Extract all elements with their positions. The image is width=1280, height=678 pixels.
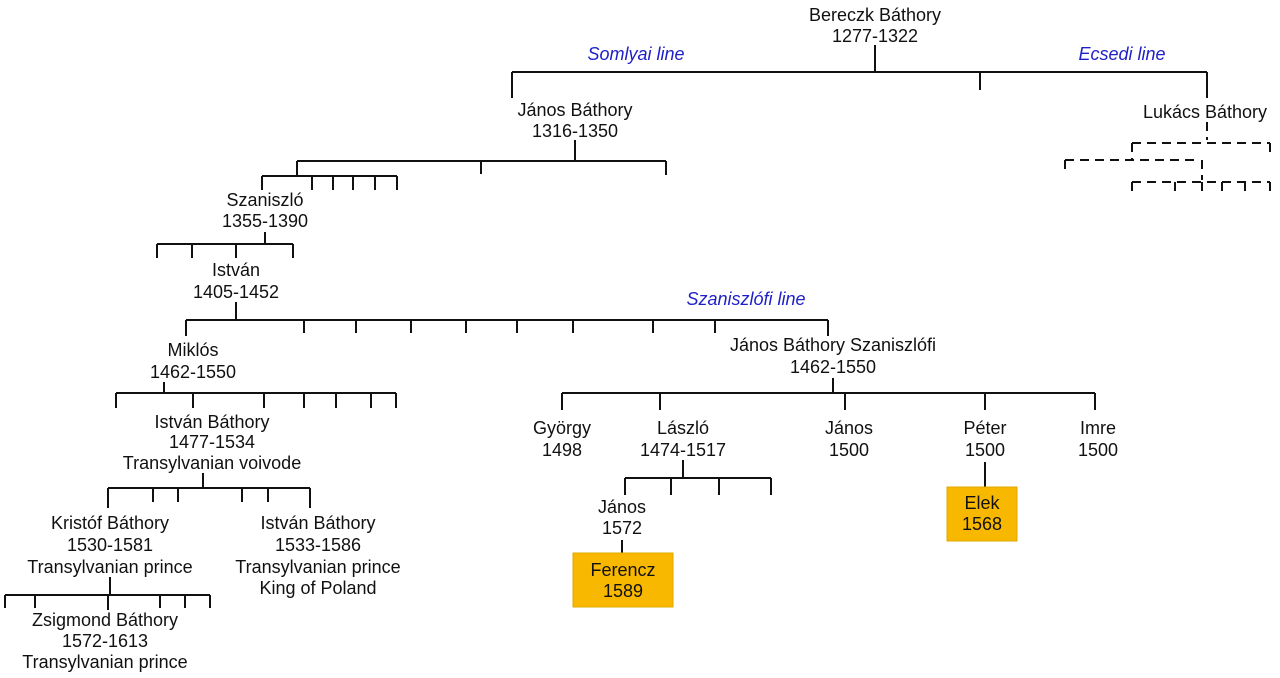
person-name: János: [598, 497, 646, 517]
person-dates: 1530-1581: [67, 535, 153, 555]
person-dates: 1355-1390: [222, 211, 308, 231]
person-dates: 1500: [829, 440, 869, 460]
person-title: Transylvanian prince: [27, 557, 192, 577]
person-name: János: [825, 418, 873, 438]
person-title: Transylvanian prince: [235, 557, 400, 577]
person-dates: 1500: [965, 440, 1005, 460]
person-dates: 1462-1550: [790, 357, 876, 377]
person-name: Zsigmond Báthory: [32, 610, 178, 630]
person-dates: 1572: [602, 518, 642, 538]
person-dates: 1474-1517: [640, 440, 726, 460]
person-title: King of Poland: [259, 578, 376, 598]
person-name: Szaniszló: [226, 190, 303, 210]
person-dates: 1568: [962, 514, 1002, 534]
person-name: Imre: [1080, 418, 1116, 438]
somlyai-line-label: Somlyai line: [587, 44, 684, 64]
person-dates: 1500: [1078, 440, 1118, 460]
person-name: Kristóf Báthory: [51, 513, 169, 533]
ecsedi-line-label: Ecsedi line: [1078, 44, 1165, 64]
person-dates: 1277-1322: [832, 26, 918, 46]
person-name: Miklós: [167, 340, 218, 360]
person-dates: 1477-1534: [169, 432, 255, 452]
person-dates: 1316-1350: [532, 121, 618, 141]
person-dates: 1533-1586: [275, 535, 361, 555]
connectors: [4, 45, 1271, 610]
person-name: Lukács Báthory: [1143, 102, 1267, 122]
person-title: Transylvanian prince: [22, 652, 187, 672]
person-name: István Báthory: [260, 513, 375, 533]
person-dates: 1589: [603, 581, 643, 601]
person-name: Bereczk Báthory: [809, 5, 941, 25]
person-dates: 1498: [542, 440, 582, 460]
person-name: János Báthory Szaniszlófi: [730, 335, 936, 355]
person-dates: 1405-1452: [193, 282, 279, 302]
person-dates: 1572-1613: [62, 631, 148, 651]
person-name: Elek: [964, 493, 1000, 513]
person-name: István: [212, 260, 260, 280]
elek-highlight-box: [946, 486, 1018, 542]
person-title: Transylvanian voivode: [123, 453, 301, 473]
person-lukacs: Lukács Báthory: [1143, 102, 1267, 122]
person-dates: 1462-1550: [150, 362, 236, 382]
person-name: János Báthory: [517, 100, 632, 120]
person-name: István Báthory: [154, 412, 269, 432]
person-name: Péter: [963, 418, 1006, 438]
ferencz-highlight-box: [572, 552, 674, 608]
szaniszlofi-line-label: Szaniszlófi line: [686, 289, 805, 309]
person-name: Ferencz: [590, 560, 655, 580]
person-name: László: [657, 418, 709, 438]
person-name: György: [533, 418, 591, 438]
